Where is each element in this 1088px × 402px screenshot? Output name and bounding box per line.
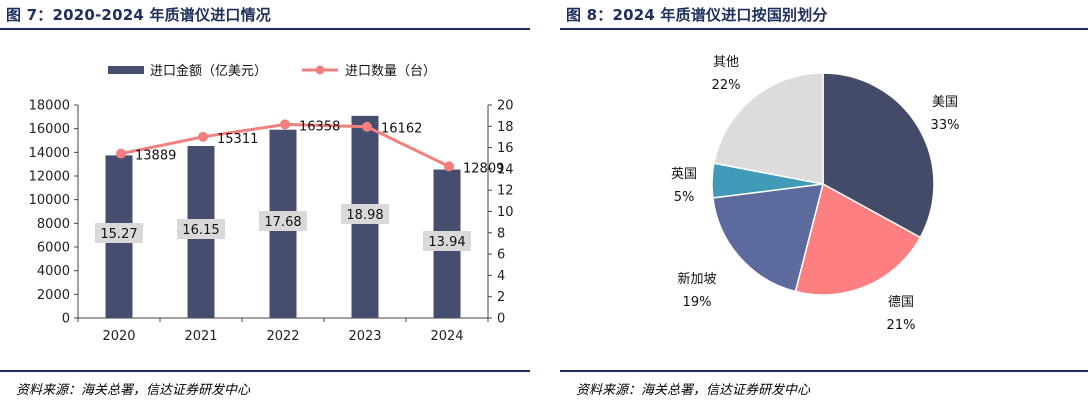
bar-data-label: 15.27: [100, 227, 137, 242]
pie-slice-3: [712, 183, 825, 293]
bar-data-label: 13.94: [428, 235, 465, 250]
legend-label-line: 进口数量（台）: [345, 64, 436, 79]
line-data-label: 13889: [135, 149, 176, 164]
pie-label-pct: 5%: [674, 190, 695, 205]
y-left-tick-label: 10000: [29, 193, 70, 208]
legend-swatch-bar: [108, 66, 144, 74]
bar-label-box: [177, 219, 225, 239]
pie-label-pct: 33%: [931, 118, 960, 133]
bar-label-box: [95, 223, 143, 243]
line-data-label: 16358: [299, 119, 340, 134]
y-right-tick-label: 4: [497, 269, 505, 284]
pie-slice-2: [794, 182, 922, 296]
y-right-tick-label: 0: [497, 312, 505, 327]
y-right-tick-label: 12: [497, 184, 514, 199]
line-data-label: 15311: [217, 132, 258, 147]
x-tick-label: 2020: [102, 329, 135, 344]
figure-7-title: 图 7：2020-2024 年质谱仪进口情况: [6, 6, 272, 24]
x-axis-ticks: 2020 2021 2022 2023 2024: [77, 318, 489, 344]
pie-label-pct: 19%: [683, 295, 712, 310]
bar-label-box: [259, 211, 307, 231]
x-tick-label: 2021: [184, 329, 217, 344]
y-left-tick-label: 0: [62, 312, 70, 327]
y-left-tick-label: 12000: [29, 170, 70, 185]
line-series: [116, 119, 454, 172]
y-axis-left-ticks: 0 2000 4000 6000 8000 10000 12000 14000 16000 180…: [29, 99, 78, 327]
line-point-2023: [362, 121, 372, 132]
line-point-2020: [116, 148, 126, 159]
y-left-tick-label: 14000: [29, 146, 70, 161]
country-pie-chart: 美国 33% 德国 21% 新加坡 19% 英国 5% 其他 22%: [671, 55, 959, 333]
y-right-tick-label: 6: [497, 248, 505, 263]
bar-label-box: [341, 204, 389, 224]
y-right-tick-label: 16: [497, 141, 514, 156]
pie-label-name: 新加坡: [677, 271, 716, 287]
import-combo-chart: 进口金额（亿美元） 进口数量（台） 0 2000 4000 6000 8000 10000 12…: [29, 63, 514, 344]
pie-label-name: 其他: [713, 55, 739, 70]
pie-slice-1: [822, 72, 935, 239]
y-right-tick-label: 18: [497, 120, 514, 135]
line-point-2022: [280, 119, 290, 130]
line-point-2024: [444, 161, 454, 172]
x-tick-label: 2023: [348, 329, 381, 344]
x-tick-label: 2024: [430, 329, 463, 344]
chart-legend: 进口金额（亿美元） 进口数量（台）: [108, 63, 436, 79]
pie-labels: 美国 33% 德国 21% 新加坡 19% 英国 5% 其他 22%: [671, 55, 959, 333]
line-data-label: 16162: [381, 122, 422, 137]
y-left-tick-label: 18000: [29, 99, 70, 114]
y-right-tick-label: 14: [497, 162, 514, 177]
pie-label-name: 德国: [888, 295, 914, 310]
line-data-label: 12809: [463, 161, 504, 176]
figure-8-source: 资料来源：海关总署，信达证券研发中心: [576, 383, 811, 398]
bar-data-label: 18.98: [346, 208, 383, 223]
figure-8-top-rule: [560, 28, 1088, 30]
figure-8-bottom-rule: [560, 370, 1088, 372]
legend-label-bar: 进口金额（亿美元）: [150, 63, 267, 79]
y-left-tick-label: 4000: [37, 264, 70, 279]
y-axis-right-ticks: 0 2 4 6 8 10 12 14 16 18 20: [488, 99, 514, 327]
y-left-tick-label: 8000: [37, 217, 70, 232]
y-right-tick-label: 2: [497, 290, 505, 305]
y-left-tick-label: 2000: [37, 288, 70, 303]
pie-label-name: 美国: [932, 95, 958, 110]
bar-data-label: 16.15: [182, 223, 219, 238]
figure-7-panel: 图 7：2020-2024 年质谱仪进口情况 进口金额（亿美元） 进口数量（台） 0…: [0, 0, 530, 402]
line-point-2021: [198, 131, 208, 142]
bar-data-labels: 15.27 16.15 17.68 18.98 13.94: [95, 204, 471, 251]
y-right-tick-label: 8: [497, 226, 505, 241]
x-tick-label: 2022: [266, 329, 299, 344]
bar-data-label: 17.68: [264, 215, 301, 230]
y-right-tick-label: 20: [497, 99, 514, 114]
y-left-tick-label: 16000: [29, 122, 70, 137]
pie-label-pct: 21%: [887, 318, 916, 333]
pie-label-name: 英国: [671, 167, 697, 182]
legend-line-marker: [315, 65, 325, 75]
pie-slice-5: [713, 72, 824, 185]
pie-slices: [711, 72, 935, 296]
bar-label-box: [423, 231, 471, 251]
figure-7-bottom-rule: [0, 370, 530, 372]
figure-8-title: 图 8：2024 年质谱仪进口按国别划分: [566, 6, 828, 24]
line-data-labels: 13889 15311 16358 16162 12809: [135, 119, 504, 176]
figure-8-panel: 图 8：2024 年质谱仪进口按国别划分 美国 33% 德国 21% 新加坡 19% 英国 5…: [560, 0, 1088, 402]
figure-7-source: 资料来源：海关总署，信达证券研发中心: [16, 383, 251, 398]
y-left-tick-label: 6000: [37, 241, 70, 256]
pie-label-pct: 22%: [712, 78, 741, 93]
figure-7-top-rule: [0, 28, 530, 30]
y-right-tick-label: 10: [497, 205, 514, 220]
